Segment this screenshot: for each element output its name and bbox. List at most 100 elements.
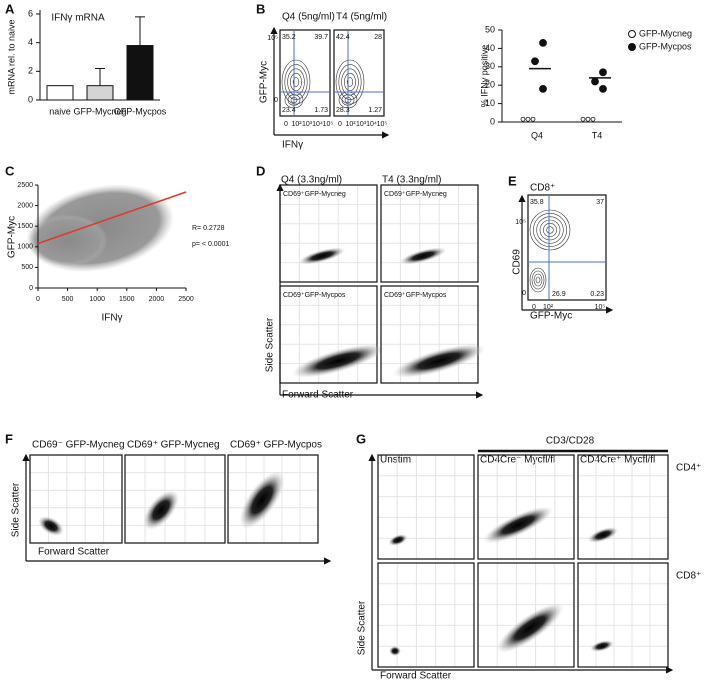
point-cloud bbox=[27, 214, 108, 267]
data-point bbox=[530, 116, 536, 122]
y-tick-label: 4 bbox=[28, 37, 33, 47]
bar bbox=[126, 45, 154, 101]
bar bbox=[46, 85, 74, 101]
x-axis-label: GFP-Myc bbox=[530, 311, 572, 322]
annotation: p= < 0.0001 bbox=[192, 241, 229, 248]
y-tick-label: 0 bbox=[274, 97, 278, 104]
quadrant-value: 23.4 bbox=[282, 107, 296, 114]
column-title: CD4Cre⁻ Mycfl/fl bbox=[480, 455, 555, 466]
x-tick-label: 1000 bbox=[89, 296, 105, 303]
data-point bbox=[599, 68, 607, 77]
cell-label: CD69⁺GFP-Mycpos bbox=[283, 292, 346, 299]
plot-title: CD8⁺ bbox=[530, 183, 555, 194]
contour bbox=[344, 72, 356, 92]
contour bbox=[335, 59, 365, 105]
contour bbox=[539, 219, 561, 241]
quadrant-value: 28.3 bbox=[336, 107, 350, 114]
data-point bbox=[539, 38, 547, 47]
quadrant-value: 35.2 bbox=[282, 34, 296, 41]
contour bbox=[346, 77, 354, 87]
x-tick-label: 10⁵ bbox=[595, 304, 606, 311]
density-blob bbox=[392, 344, 486, 378]
x-axis-label: Forward Scatter bbox=[282, 390, 354, 401]
column-title: CD4Cre⁺ Mycfl/fl bbox=[580, 455, 655, 466]
x-tick-label: 10⁴ bbox=[312, 121, 323, 128]
plot-frame bbox=[577, 562, 669, 668]
plot-frame bbox=[380, 285, 479, 384]
row-title: CD4⁺ bbox=[676, 463, 701, 474]
plot-frame bbox=[380, 184, 479, 283]
x-tick-label: T4 bbox=[592, 130, 603, 140]
data-point bbox=[520, 116, 526, 122]
plot-title: Q4 (5ng/ml) bbox=[282, 12, 335, 23]
density-blob bbox=[143, 490, 179, 530]
x-tick-label: naive bbox=[49, 106, 71, 116]
quadrant-value: 1.27 bbox=[368, 107, 382, 114]
density-blob bbox=[291, 344, 385, 378]
legend-label: GFP-Mycpos bbox=[639, 41, 692, 51]
y-axis-label: GFP-Myc bbox=[7, 216, 18, 258]
x-tick-label: 10³ bbox=[302, 121, 313, 128]
plot-frame bbox=[124, 454, 226, 544]
y-axis-label: GFP-Myc bbox=[259, 61, 270, 103]
density-blob bbox=[590, 640, 614, 652]
legend-marker bbox=[628, 30, 636, 38]
quadrant-value: 0.23 bbox=[590, 291, 604, 298]
density-blob bbox=[38, 516, 64, 536]
plot-frame bbox=[333, 29, 385, 117]
density-blob bbox=[389, 646, 401, 656]
plot-frame bbox=[29, 454, 123, 544]
data-point bbox=[580, 116, 586, 122]
density-blob bbox=[399, 247, 447, 265]
data-point bbox=[591, 77, 599, 86]
plot-frame bbox=[377, 562, 475, 668]
bar bbox=[86, 85, 114, 101]
cell-label: CD69⁻ GFP-Mycneg bbox=[32, 440, 125, 451]
quadrant-value: 42.4 bbox=[336, 34, 350, 41]
plot-frame bbox=[279, 184, 378, 283]
contour bbox=[281, 59, 311, 105]
panel-label: G bbox=[356, 431, 366, 446]
y-axis-label: Side Scatter bbox=[265, 317, 276, 372]
x-tick-label: 10² bbox=[543, 304, 554, 311]
contour bbox=[531, 270, 545, 290]
cell-label: CD69⁺GFP-Mycneg bbox=[384, 191, 447, 198]
contour bbox=[543, 223, 557, 237]
panel-label: D bbox=[256, 163, 265, 178]
quadrant-value: 35.8 bbox=[530, 199, 544, 206]
column-title: T4 (3.3ng/ml) bbox=[382, 175, 441, 186]
data-point bbox=[590, 116, 596, 122]
y-tick-label: 50 bbox=[485, 24, 495, 34]
y-tick-label: 1000 bbox=[17, 244, 33, 251]
column-title: Unstim bbox=[380, 455, 411, 466]
cell-label: CD69⁺GFP-Mycpos bbox=[384, 292, 447, 299]
x-tick-label: 10² bbox=[345, 121, 356, 128]
annotation: R= 0.2728 bbox=[192, 225, 225, 232]
quadrant-value: 26.9 bbox=[552, 291, 566, 298]
plot-frame bbox=[279, 29, 331, 117]
quadrant-value: 1.73 bbox=[314, 107, 328, 114]
contour bbox=[533, 273, 543, 287]
y-tick-label: 10⁵ bbox=[515, 219, 526, 226]
y-tick-label: 2000 bbox=[17, 202, 33, 209]
y-tick-label: 0 bbox=[490, 116, 495, 126]
density-blob bbox=[587, 527, 619, 543]
x-tick-label: 0 bbox=[532, 304, 536, 311]
y-tick-label: 1500 bbox=[17, 223, 33, 230]
plot-frame bbox=[477, 454, 575, 560]
column-title: Q4 (3.3ng/ml) bbox=[281, 175, 342, 186]
plot-frame bbox=[477, 562, 575, 668]
data-point bbox=[539, 84, 547, 93]
x-tick-label: GFP-Mycpos bbox=[114, 106, 167, 116]
legend-label: GFP-Mycneg bbox=[639, 28, 692, 38]
y-axis-label: CD69 bbox=[512, 249, 523, 275]
density-blob bbox=[483, 506, 553, 544]
y-axis-label: Side Scatter bbox=[11, 482, 22, 537]
data-point bbox=[525, 116, 531, 122]
x-tick-label: 2500 bbox=[178, 296, 194, 303]
y-axis-label: mRNA rel. to naive bbox=[6, 19, 16, 94]
y-tick-label: 0 bbox=[28, 94, 33, 104]
y-tick-label: 2 bbox=[28, 66, 33, 76]
contour bbox=[529, 267, 547, 293]
